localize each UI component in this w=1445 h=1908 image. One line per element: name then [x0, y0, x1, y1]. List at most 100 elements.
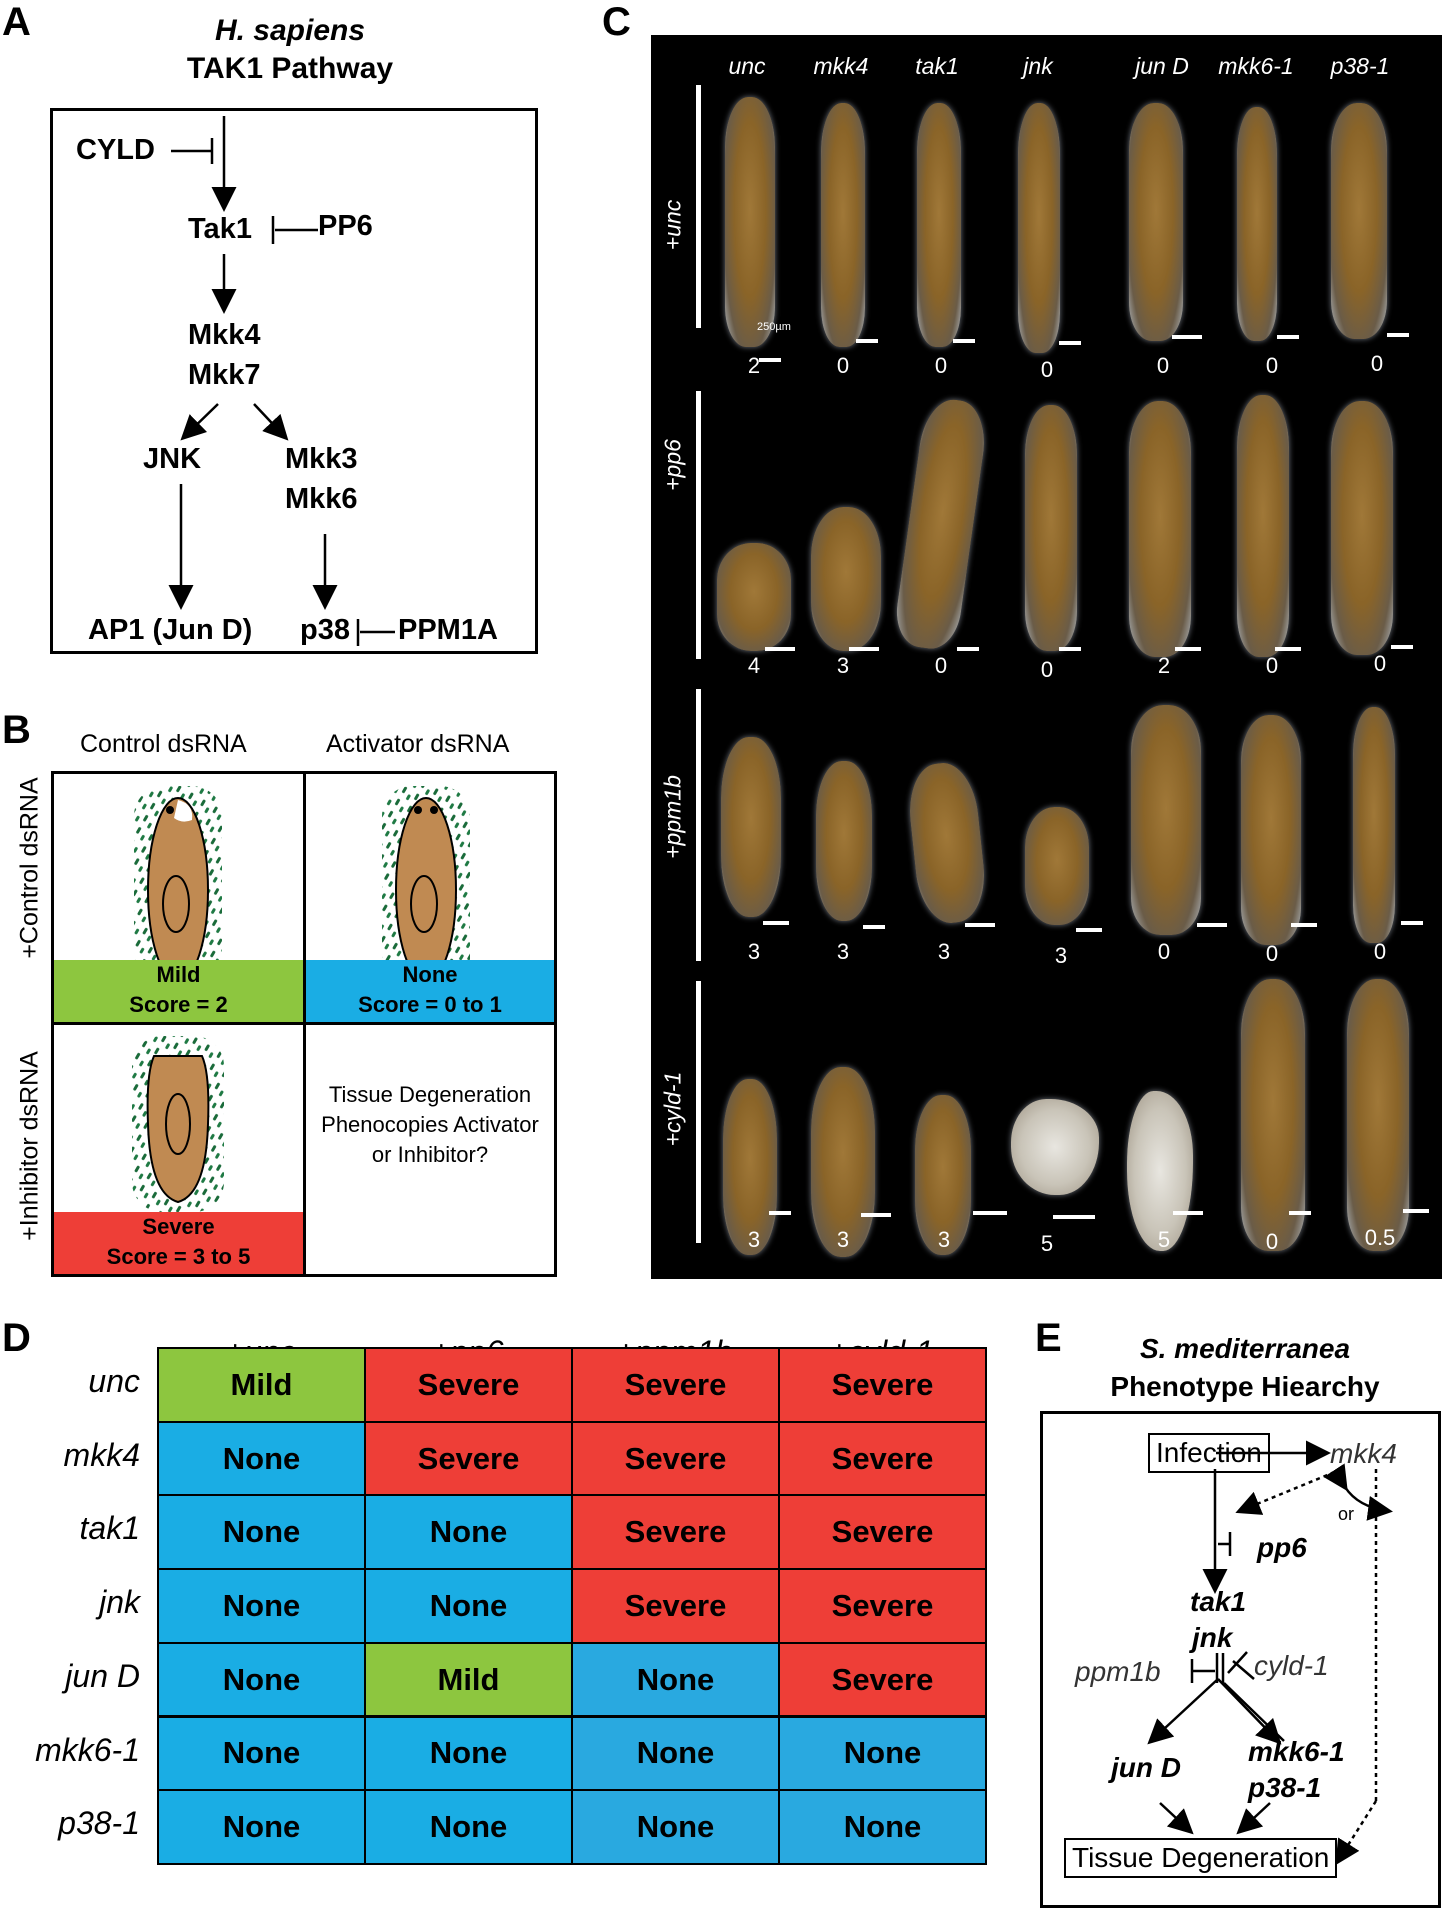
d-cell: Mild — [157, 1347, 366, 1423]
c-scale-bar — [1403, 1209, 1429, 1213]
d-cell: Severe — [778, 1420, 987, 1497]
d-cell: Severe — [571, 1347, 780, 1423]
panel-a-label: A — [2, 0, 31, 44]
c-score: 5 — [1157, 1227, 1171, 1252]
e-node-infection: Infection — [1148, 1433, 1270, 1473]
worm-cyld1-mkk4 — [811, 1067, 875, 1257]
panel-a-pathway: TAK1 Pathway — [186, 52, 394, 85]
panel-e-species: S. mediterranea — [1139, 1333, 1351, 1364]
c-scale-bar — [1053, 1215, 1095, 1219]
c-scale-bar — [1173, 1211, 1203, 1215]
c-col-header-p38-1: p38-1 — [1330, 53, 1390, 79]
worm-unc-tak1 — [917, 103, 961, 347]
worm-severe — [146, 1055, 210, 1204]
c-col-header-mkk6-1: mkk6-1 — [1218, 53, 1294, 79]
e-node-cyld1: cyld-1 — [1254, 1650, 1329, 1681]
c-row-label-pp6: +pp6 — [659, 439, 686, 491]
b-col-header-control: Control dsRNA — [80, 730, 247, 758]
panel-a-box — [50, 108, 538, 654]
d-cell: Severe — [778, 1641, 987, 1718]
b-severe-title: Severe — [142, 1214, 215, 1239]
worm-pp6-unc — [717, 543, 791, 651]
c-col-header-jnk: jnk — [1023, 53, 1053, 79]
e-node-jund: jun D — [1111, 1752, 1181, 1783]
worm-cyld1-unc — [723, 1079, 777, 1255]
c-score: 3 — [937, 939, 951, 964]
b-none-score: Score = 0 to 1 — [358, 992, 502, 1017]
panel-a-arrows — [168, 116, 395, 646]
panel-e-arrows — [1147, 1440, 1393, 1866]
c-score: 0 — [1265, 941, 1279, 966]
worm-pp6-p38-1 — [1331, 401, 1393, 655]
node-pp6: PP6 — [318, 210, 373, 242]
e-node-or: or — [1338, 1504, 1355, 1524]
c-col-header-unc: unc — [728, 53, 766, 79]
worm-pp6-mkk6-1 — [1237, 395, 1289, 657]
c-scale-bar — [1059, 341, 1081, 345]
c-scale-bar — [856, 339, 878, 343]
d-row-label: jnk — [99, 1584, 140, 1621]
d-row-label: p38-1 — [58, 1805, 140, 1842]
worm-ppm1b-mkk4 — [816, 761, 872, 921]
b-status-none: None Score = 0 to 1 — [306, 960, 554, 1022]
b-question-text: Tissue Degeneration Phenocopies Activato… — [321, 1082, 539, 1167]
worm-pp6-mkk4 — [811, 507, 881, 651]
b-status-mild: Mild Score = 2 — [54, 960, 303, 1022]
worm-unc-jund — [1129, 103, 1183, 341]
c-scale-bar — [973, 1211, 1007, 1215]
d-cell: Severe — [364, 1420, 573, 1497]
d-cell: None — [571, 1641, 780, 1718]
c-scale-bar — [1277, 335, 1299, 339]
worm-cyld1-jnk — [1011, 1099, 1099, 1195]
d-cell: None — [157, 1494, 366, 1571]
d-cell: None — [364, 1494, 573, 1571]
e-node-ppm1b: ppm1b — [1075, 1656, 1161, 1687]
c-score: 3 — [747, 939, 761, 964]
d-cell: None — [571, 1715, 780, 1792]
e-node-tissue-degeneration: Tissue Degeneration — [1064, 1838, 1338, 1878]
c-scale-bar — [769, 1211, 791, 1215]
node-mkk4: Mkk4 — [188, 319, 261, 351]
b-mild-score: Score = 2 — [129, 992, 228, 1017]
d-row-label: mkk6-1 — [35, 1731, 140, 1768]
panel-b-label: B — [2, 708, 31, 752]
d-cell: Severe — [778, 1347, 987, 1423]
c-scale-bar — [849, 647, 879, 651]
c-score: 0 — [1373, 939, 1387, 964]
node-ap1: AP1 (Jun D) — [88, 614, 253, 646]
panel-a-species: H. sapiens — [214, 14, 366, 47]
c-row-bar-ppm1b — [696, 689, 701, 961]
c-scale-bar — [759, 358, 781, 362]
c-row-label-ppm1b: +ppm1b — [659, 775, 686, 859]
c-scale-bar — [1076, 928, 1102, 932]
worm-ppm1b-jnk — [1025, 807, 1089, 925]
c-scale-bar — [1059, 647, 1081, 651]
d-row-label: unc — [88, 1363, 140, 1399]
c-score: 0 — [934, 653, 948, 678]
c-score: 0 — [1265, 653, 1279, 678]
d-cell: None — [778, 1789, 987, 1865]
c-scale-bar — [965, 923, 995, 927]
worm-cyld1-jund — [1127, 1091, 1193, 1251]
panel-d-label: D — [2, 1316, 31, 1360]
d-cell: Severe — [571, 1568, 780, 1644]
worm-unc-jnk — [1018, 103, 1060, 353]
c-score: 3 — [747, 1227, 761, 1252]
worm-pp6-tak1 — [891, 395, 991, 653]
b-grid-hline — [51, 1022, 557, 1025]
c-score: 3 — [937, 1227, 951, 1252]
e-node-mkk4: mkk4 — [1330, 1438, 1397, 1469]
node-tak1: Tak1 — [188, 213, 252, 245]
c-score: 3 — [1054, 943, 1068, 968]
c-col-header-jund: jun D — [1135, 53, 1189, 79]
worm-unc-mkk4 — [821, 103, 865, 347]
worm-unc-mkk6-1 — [1237, 107, 1277, 341]
node-p38: p38 — [300, 614, 350, 646]
c-scale-bar — [1401, 921, 1423, 925]
c-score: 0 — [1265, 353, 1279, 378]
e-node-p38-1: p38-1 — [1248, 1772, 1322, 1803]
c-scale-bar — [953, 339, 975, 343]
c-scale-bar — [765, 647, 795, 651]
c-score: 0 — [836, 353, 850, 378]
b-status-severe: Severe Score = 3 to 5 — [54, 1212, 303, 1274]
